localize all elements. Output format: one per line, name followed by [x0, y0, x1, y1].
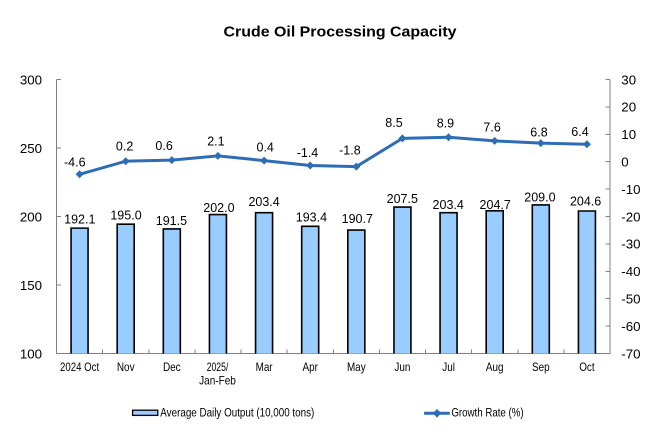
svg-text:6.8: 6.8 [530, 126, 547, 140]
svg-text:8.9: 8.9 [437, 117, 454, 131]
svg-text:6.4: 6.4 [571, 125, 588, 139]
svg-text:7.6: 7.6 [483, 121, 500, 135]
svg-text:Aug: Aug [486, 361, 504, 374]
svg-text:192.1: 192.1 [64, 212, 95, 226]
svg-text:Mar: Mar [256, 361, 273, 374]
svg-text:-1.8: -1.8 [339, 144, 361, 158]
svg-text:Average Daily Output (10,000 t: Average Daily Output (10,000 tons) [160, 405, 314, 419]
svg-text:10: 10 [621, 127, 636, 142]
svg-text:193.4: 193.4 [296, 211, 327, 225]
svg-text:0.2: 0.2 [116, 140, 133, 154]
svg-text:20: 20 [621, 100, 636, 115]
svg-text:190.7: 190.7 [342, 212, 373, 226]
svg-text:209.0: 209.0 [524, 191, 555, 205]
svg-text:300: 300 [20, 72, 42, 87]
svg-text:150: 150 [20, 278, 42, 293]
svg-text:Crude Oil Processing Capacity: Crude Oil Processing Capacity [224, 24, 458, 41]
svg-text:100: 100 [20, 346, 42, 361]
svg-text:Apr: Apr [303, 361, 319, 374]
svg-text:-60: -60 [621, 319, 640, 334]
svg-text:-1.4: -1.4 [297, 146, 319, 160]
svg-text:-50: -50 [621, 292, 640, 307]
svg-text:203.4: 203.4 [248, 195, 279, 209]
svg-text:-10: -10 [621, 182, 640, 197]
svg-text:2024 Oct: 2024 Oct [60, 361, 100, 374]
svg-text:0.6: 0.6 [155, 139, 172, 153]
svg-text:Sep: Sep [532, 361, 550, 374]
svg-text:-20: -20 [621, 209, 640, 224]
svg-text:Jul: Jul [442, 361, 455, 374]
svg-text:-40: -40 [621, 264, 640, 279]
svg-text:2025/: 2025/ [207, 361, 229, 374]
svg-text:30: 30 [621, 72, 636, 87]
svg-text:207.5: 207.5 [387, 192, 418, 206]
svg-text:Growth Rate (%): Growth Rate (%) [451, 405, 523, 419]
svg-text:204.6: 204.6 [570, 194, 601, 208]
svg-text:Dec: Dec [163, 361, 181, 374]
svg-text:202.0: 202.0 [203, 201, 234, 215]
svg-text:-4.6: -4.6 [64, 156, 86, 170]
svg-text:Oct: Oct [579, 361, 595, 374]
svg-text:-30: -30 [621, 237, 640, 252]
svg-text:0.4: 0.4 [257, 141, 274, 155]
svg-text:May: May [347, 361, 366, 374]
svg-text:-70: -70 [621, 346, 640, 361]
svg-text:Jun: Jun [394, 361, 410, 374]
svg-text:2.1: 2.1 [207, 135, 224, 149]
svg-text:0: 0 [621, 155, 628, 170]
svg-text:203.4: 203.4 [433, 198, 464, 212]
svg-text:250: 250 [20, 141, 42, 156]
svg-text:Jan-Feb: Jan-Feb [199, 375, 236, 388]
svg-text:200: 200 [20, 209, 42, 224]
svg-text:191.5: 191.5 [156, 214, 187, 228]
svg-text:8.5: 8.5 [385, 116, 402, 130]
svg-text:204.7: 204.7 [480, 198, 511, 212]
svg-text:Nov: Nov [117, 361, 135, 374]
svg-text:195.0: 195.0 [110, 208, 141, 222]
